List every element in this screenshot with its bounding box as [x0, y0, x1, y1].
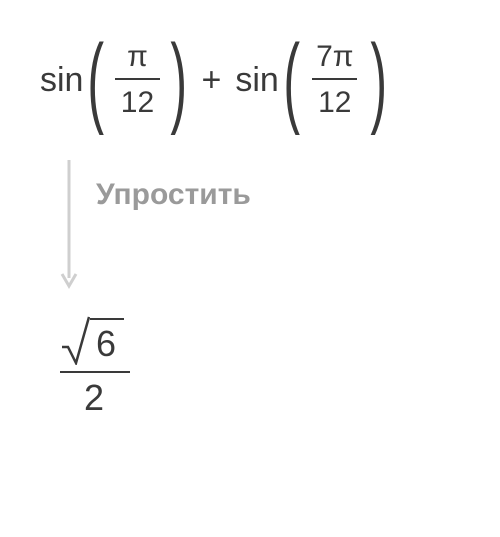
plus-operator: + — [201, 61, 221, 100]
result-radicand: 6 — [90, 318, 124, 365]
simplify-step: Упростить — [60, 160, 460, 290]
arg1-denominator: 12 — [115, 78, 160, 120]
down-arrow-icon — [60, 160, 78, 290]
simplify-label: Упростить — [96, 178, 251, 212]
result-denominator: 2 — [60, 373, 104, 419]
left-paren-2: ( — [283, 30, 300, 130]
sqrt-icon — [60, 315, 90, 365]
function-sin-2: sin — [235, 61, 278, 100]
right-paren-2: ) — [370, 30, 387, 130]
fraction-arg-2: 7π 12 — [310, 40, 359, 120]
right-paren-1: ) — [170, 30, 187, 130]
left-paren-1: ( — [88, 30, 105, 130]
function-sin-1: sin — [40, 61, 83, 100]
fraction-arg-1: π 12 — [115, 40, 160, 120]
result-expression: 6 2 — [60, 315, 460, 419]
arg2-numerator: 7π — [310, 40, 359, 78]
arg2-denominator: 12 — [312, 78, 357, 120]
arg1-numerator: π — [121, 40, 154, 78]
expression-row: sin ( π 12 ) + sin ( 7π 12 ) — [40, 30, 460, 130]
